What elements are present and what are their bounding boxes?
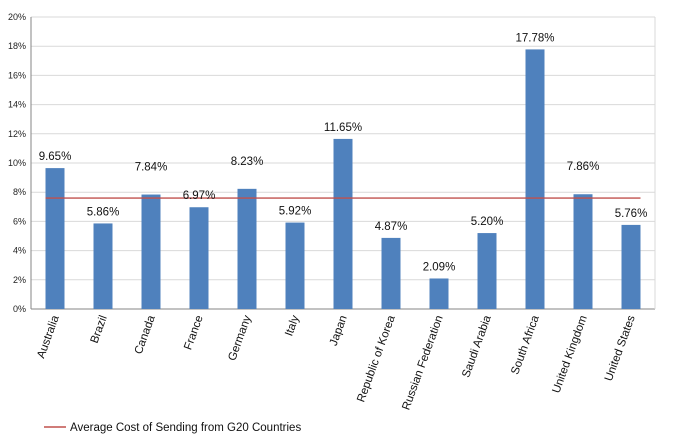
bar — [45, 168, 65, 309]
y-tick-label: 16% — [8, 70, 26, 80]
y-tick-label: 14% — [8, 100, 26, 110]
data-label: 5.92% — [279, 206, 312, 218]
data-label: 6.97% — [183, 190, 216, 202]
bar — [141, 194, 161, 309]
data-label: 7.86% — [567, 161, 600, 173]
bar — [477, 233, 497, 309]
bars — [45, 49, 641, 310]
x-tick-label: Australia — [35, 313, 62, 360]
legend-label: Average Cost of Sending from G20 Countri… — [70, 422, 301, 434]
y-tick-label: 18% — [8, 41, 26, 51]
bar — [429, 278, 449, 309]
data-label: 5.20% — [471, 216, 504, 228]
x-tick-label: Brazil — [89, 314, 110, 345]
x-tick-label: Germany — [226, 314, 254, 363]
y-tick-label: 2% — [13, 275, 26, 285]
x-tick-label: United Kingdom — [551, 314, 590, 395]
bar — [237, 188, 257, 309]
bar — [381, 237, 401, 309]
data-label: 5.76% — [615, 208, 648, 220]
x-tick-label: Russian Federation — [400, 314, 445, 412]
y-tick-label: 6% — [13, 216, 26, 226]
x-tick-label: Republic of Korea — [355, 313, 398, 404]
data-label: 4.87% — [375, 221, 408, 233]
data-label: 2.09% — [423, 261, 456, 273]
y-tick-label: 0% — [13, 304, 26, 314]
x-tick-label: France — [182, 314, 206, 352]
x-tick-label: Japan — [328, 314, 350, 348]
y-tick-label: 10% — [8, 158, 26, 168]
x-axis-ticks: Australia Brazil Canada France Germany Italy J… — [35, 313, 638, 411]
data-label: 17.78% — [515, 32, 554, 44]
x-tick-label: Italy — [283, 314, 302, 338]
legend: Average Cost of Sending from G20 Countri… — [44, 422, 301, 434]
bar — [621, 224, 641, 309]
x-tick-label: South Africa — [509, 313, 542, 376]
x-tick-label: Saudi Arabia — [460, 313, 494, 379]
data-labels: 9.65% 5.86% 7.84% 6.97% 8.23% 5.92% 11.65% 4.87… — [39, 32, 648, 273]
data-label: 5.86% — [87, 206, 120, 218]
data-label: 9.65% — [39, 151, 72, 163]
bar — [573, 194, 593, 309]
y-tick-label: 20% — [8, 12, 26, 22]
x-tick-label: Canada — [133, 313, 158, 356]
data-label: 7.84% — [135, 162, 168, 174]
bar — [333, 138, 353, 309]
bar — [93, 223, 113, 309]
y-axis-ticks: 0% 2% 4% 6% 8% 10% 12% 14% 16% 18% 20% — [8, 12, 26, 314]
y-tick-label: 12% — [8, 129, 26, 139]
bar — [525, 49, 545, 310]
y-tick-label: 4% — [13, 246, 26, 256]
data-label: 11.65% — [324, 122, 362, 134]
y-tick-label: 8% — [13, 187, 26, 197]
bar — [189, 207, 209, 309]
data-label: 8.23% — [231, 156, 264, 168]
x-tick-label: United States — [603, 314, 638, 383]
bar — [285, 222, 305, 309]
